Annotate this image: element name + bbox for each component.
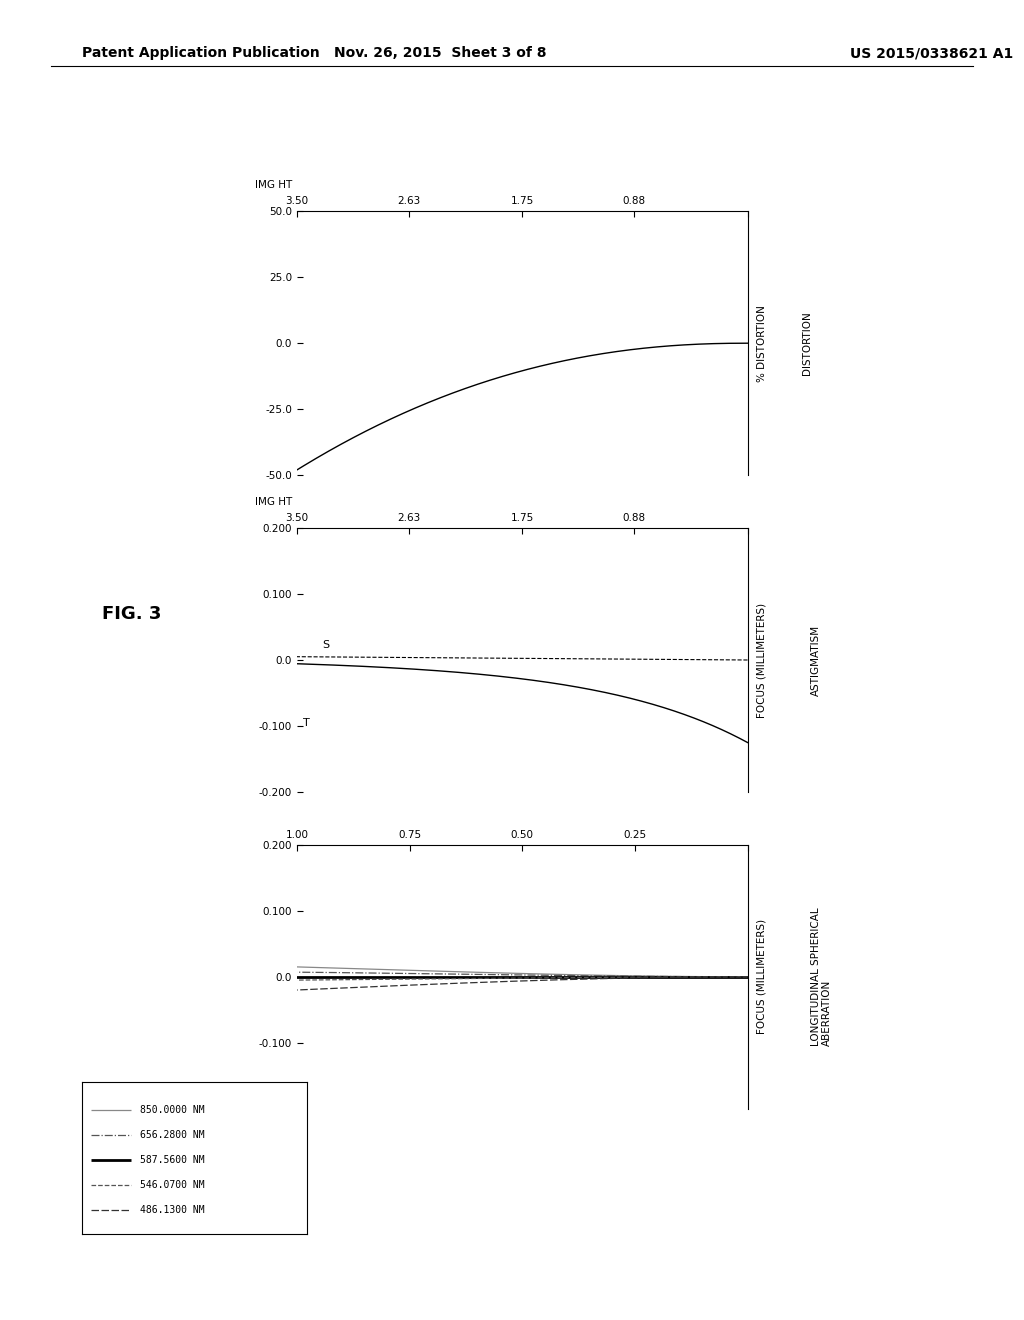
Text: US 2015/0338621 A1: US 2015/0338621 A1 xyxy=(850,46,1013,61)
Text: Nov. 26, 2015  Sheet 3 of 8: Nov. 26, 2015 Sheet 3 of 8 xyxy=(334,46,547,61)
Text: IMG HT: IMG HT xyxy=(255,496,293,507)
Text: 656.2800 NM: 656.2800 NM xyxy=(140,1130,205,1139)
Text: IMG HT: IMG HT xyxy=(255,180,293,190)
Text: 587.5600 NM: 587.5600 NM xyxy=(140,1155,205,1164)
Text: Patent Application Publication: Patent Application Publication xyxy=(82,46,319,61)
Text: FOCUS (MILLIMETERS): FOCUS (MILLIMETERS) xyxy=(757,919,767,1035)
Text: S: S xyxy=(323,640,330,651)
Text: FOCUS (MILLIMETERS): FOCUS (MILLIMETERS) xyxy=(757,602,767,718)
Text: DISTORTION: DISTORTION xyxy=(802,312,812,375)
Text: 486.1300 NM: 486.1300 NM xyxy=(140,1205,205,1214)
Text: ASTIGMATISM: ASTIGMATISM xyxy=(811,624,820,696)
Text: 850.0000 NM: 850.0000 NM xyxy=(140,1105,205,1114)
Text: FIG. 3: FIG. 3 xyxy=(102,605,162,623)
Text: % DISTORTION: % DISTORTION xyxy=(757,305,767,381)
Text: T: T xyxy=(303,718,310,727)
Text: 546.0700 NM: 546.0700 NM xyxy=(140,1180,205,1189)
Text: LONGITUDINAL SPHERICAL
ABERRATION: LONGITUDINAL SPHERICAL ABERRATION xyxy=(811,907,833,1047)
